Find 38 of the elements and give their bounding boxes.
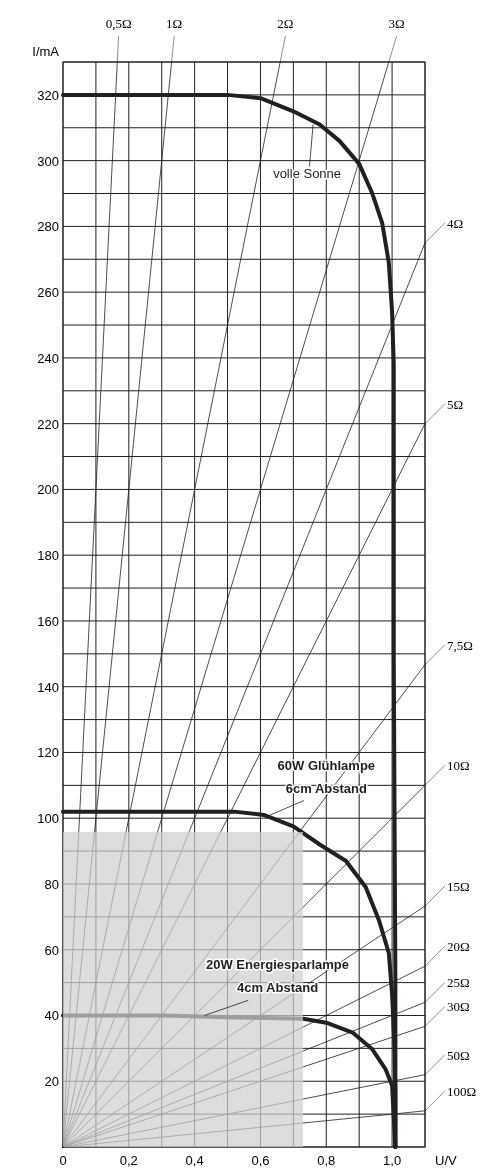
y-tick-label: 60 xyxy=(44,942,59,958)
y-tick-label: 100 xyxy=(37,811,59,827)
y-tick-label: 320 xyxy=(37,87,59,103)
x-tick-label: 1,0 xyxy=(383,1153,402,1168)
y-tick-label: 80 xyxy=(44,876,59,892)
x-tick-label: 0,8 xyxy=(317,1153,336,1168)
series-label: 15Ω xyxy=(447,879,470,894)
x-tick-label: 0 xyxy=(59,1153,67,1168)
y-tick-label: 300 xyxy=(37,153,59,169)
y-tick-label: 140 xyxy=(37,679,59,695)
y-tick-label: 200 xyxy=(37,482,59,498)
series-label: 25Ω xyxy=(447,975,470,991)
series-label: 100Ω xyxy=(447,1083,477,1099)
series-label: 4Ω xyxy=(447,215,464,231)
y-tick-label: 220 xyxy=(37,416,59,432)
series-label: 7,5Ω xyxy=(447,637,473,653)
y-tick-label: 280 xyxy=(37,219,59,235)
x-tick-label: 0,4 xyxy=(185,1153,204,1168)
y-tick-label: 160 xyxy=(37,613,59,629)
text: 2Ω xyxy=(277,16,294,31)
y-tick-label: 180 xyxy=(37,548,59,564)
series-label: 50Ω xyxy=(447,1047,470,1063)
series-label: 10Ω xyxy=(447,758,470,774)
x-tick-label: 0,6 xyxy=(251,1153,270,1168)
y-axis-title: I/mA xyxy=(32,44,60,59)
y-tick-label: 120 xyxy=(37,745,59,761)
y-tick-label: 260 xyxy=(37,285,59,301)
y-tick-label: 40 xyxy=(44,1008,59,1024)
series-label: 5Ω xyxy=(447,396,464,412)
series-label: 20Ω xyxy=(447,939,470,955)
y-tick-label: 240 xyxy=(37,350,59,366)
series-label: 30Ω xyxy=(447,999,470,1015)
y-tick-label: 20 xyxy=(44,1074,59,1090)
x-axis-title: U/V xyxy=(435,1153,457,1168)
text: 0,5Ω xyxy=(105,16,132,31)
x-tick-label: 0,2 xyxy=(119,1153,138,1168)
text: 3Ω xyxy=(388,16,405,31)
text: 1Ω xyxy=(166,16,183,31)
